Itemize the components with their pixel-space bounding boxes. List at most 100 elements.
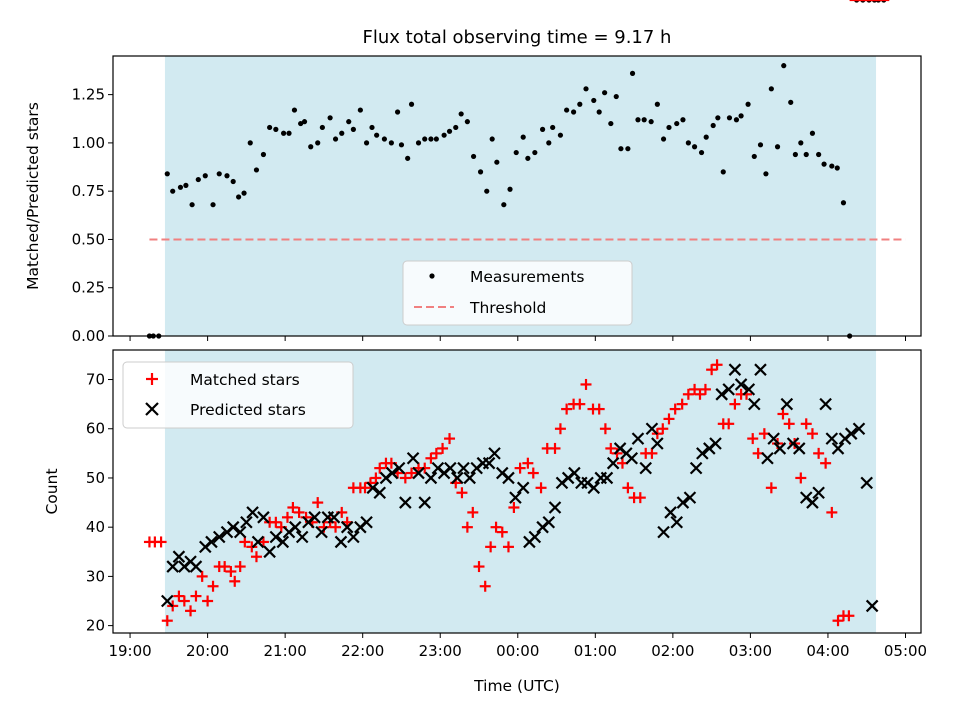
measurement-point [520,134,526,140]
predicted-star-point [657,525,670,539]
measurement-point [546,140,552,146]
measurement-point [458,111,464,117]
legend-measurements-marker [429,273,435,279]
matched-star-point [694,388,706,400]
predicted-star-point [263,545,276,559]
measurement-point [501,202,507,208]
matched-star-point [178,595,190,607]
measurement-point [629,70,636,76]
measurement-point [577,101,583,107]
measurement-point [666,124,672,131]
measurement-point [618,146,624,152]
measurement-point [583,86,589,92]
predicted-star-point [639,461,652,475]
matched-star-point [689,383,701,395]
measurement-point [357,107,363,113]
measurement-point [477,169,484,175]
measurement-point [674,120,680,127]
measurement-point [745,101,751,107]
predicted-star-point [418,496,432,509]
measurement-point [346,119,352,125]
measurement-point [591,97,597,104]
measurement-point [405,155,411,161]
x-tick-label: 03:00 [729,642,772,660]
predicted-star-point [269,530,283,544]
counts-y-axis: 20 30 40 50 60 70 [86,371,113,635]
measurement-point [703,134,709,140]
matched-star-point [554,423,566,435]
matched-star-point [444,433,456,445]
matched-star-point [250,551,262,563]
measurement-point [484,188,490,194]
matched-star-point [820,457,832,469]
matched-star-point [281,511,293,523]
measurement-point [489,136,495,142]
matched-star-point [330,521,342,533]
predicted-star-point [709,437,722,450]
predicted-star-point [587,481,601,495]
measurement-point [332,136,339,142]
measurement-point [613,93,619,100]
measurement-point [202,173,208,179]
measurement-point [698,149,705,156]
y-tick-label: 20 [86,617,105,635]
matched-star-point [461,521,473,533]
measurement-point [195,176,201,183]
measurement-point [738,113,744,119]
predicted-star-point [308,511,321,524]
matched-star-point [229,575,241,587]
matched-star-point [207,580,219,592]
predicted-star-point [715,388,728,401]
matched-star-point [593,403,605,415]
matched-star-point [496,526,508,538]
predicted-star-point [722,383,735,396]
measurement-point [470,153,477,160]
predicted-star-point [542,515,556,529]
matched-star-point [225,565,237,577]
x-tick-label: 21:00 [264,642,307,660]
matched-star-point [485,541,497,553]
measurement-point [350,126,356,132]
matched-star-point [813,447,825,459]
legend-matched-marker [146,373,158,385]
predicted-star-point [761,452,774,465]
measurement-point [532,149,538,156]
predicted-star-point [463,471,476,485]
matched-star-point [173,590,185,602]
matched-star-point [663,413,675,425]
measurement-point [398,142,405,148]
measurement-point [513,149,519,156]
predicted-star-point [457,461,470,475]
predicted-star-point [773,442,787,455]
measurement-point [792,151,798,158]
x-tick-label: 05:00 [884,642,927,660]
matched-star-point [676,398,688,410]
measurement-point [273,126,279,132]
matched-star-point [374,462,386,474]
predicted-star-point [831,442,845,455]
measurement-point [602,90,608,96]
measurement-point [685,140,691,146]
predicted-star-point [689,461,703,475]
measurement-point [216,171,222,177]
matched-star-point [456,487,468,499]
matched-star-point [806,428,818,440]
matched-stars-points [143,0,890,627]
measurement-point [710,122,716,129]
predicted-star-point [399,496,412,509]
measurement-point [464,119,470,125]
matched-star-point [425,452,437,464]
matched-star-point [611,447,623,459]
measurements-points [146,0,887,339]
predicted-star-point [600,471,614,485]
measurement-point [751,153,757,160]
measurement-point [291,107,298,113]
y-tick-label: 30 [86,567,105,585]
matched-star-point [479,580,491,592]
matched-star-point [522,457,534,469]
matched-star-point [437,442,449,454]
matched-star-point [580,378,592,390]
matched-star-point [370,472,382,484]
matched-star-point [729,398,741,410]
